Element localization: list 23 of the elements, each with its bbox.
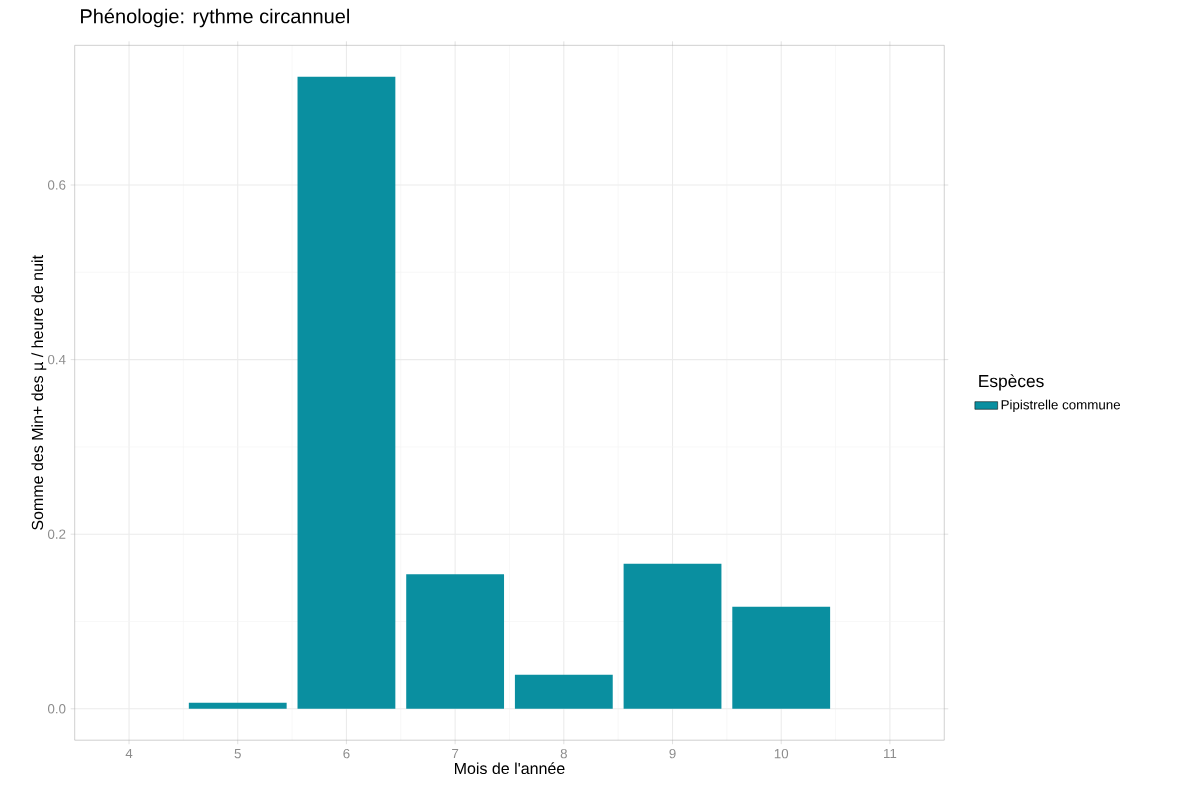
bar: [297, 76, 396, 709]
x-axis-title: Mois de l'année: [454, 762, 565, 775]
x-tick-label: 8: [560, 749, 567, 759]
y-tick-label: 0.2: [47, 529, 66, 540]
bar: [188, 702, 287, 709]
x-tick-label: 10: [774, 749, 789, 759]
y-tick-label: 0.0: [47, 704, 66, 714]
x-tick-label: 4: [125, 749, 133, 759]
x-tick-label: 9: [669, 749, 676, 759]
legend-title: Espèces: [979, 374, 1044, 391]
y-tick-label: 0.6: [47, 180, 66, 190]
bar: [406, 574, 505, 709]
legend-label: Pipistrelle commune: [1001, 399, 1121, 413]
x-tick-label: 6: [343, 749, 350, 759]
y-axis-title: Somme des Min+ des µ / heure de nuit: [31, 255, 47, 531]
x-tick-label: 7: [452, 749, 459, 759]
bar: [732, 606, 831, 709]
chart-title: Phénologie: rythme circannuel: [81, 8, 349, 28]
x-tick-label: 11: [884, 749, 897, 759]
y-tick-label: 0.4: [47, 355, 66, 365]
bar: [514, 674, 613, 709]
x-tick-label: 5: [234, 749, 241, 759]
bar: [623, 564, 722, 709]
